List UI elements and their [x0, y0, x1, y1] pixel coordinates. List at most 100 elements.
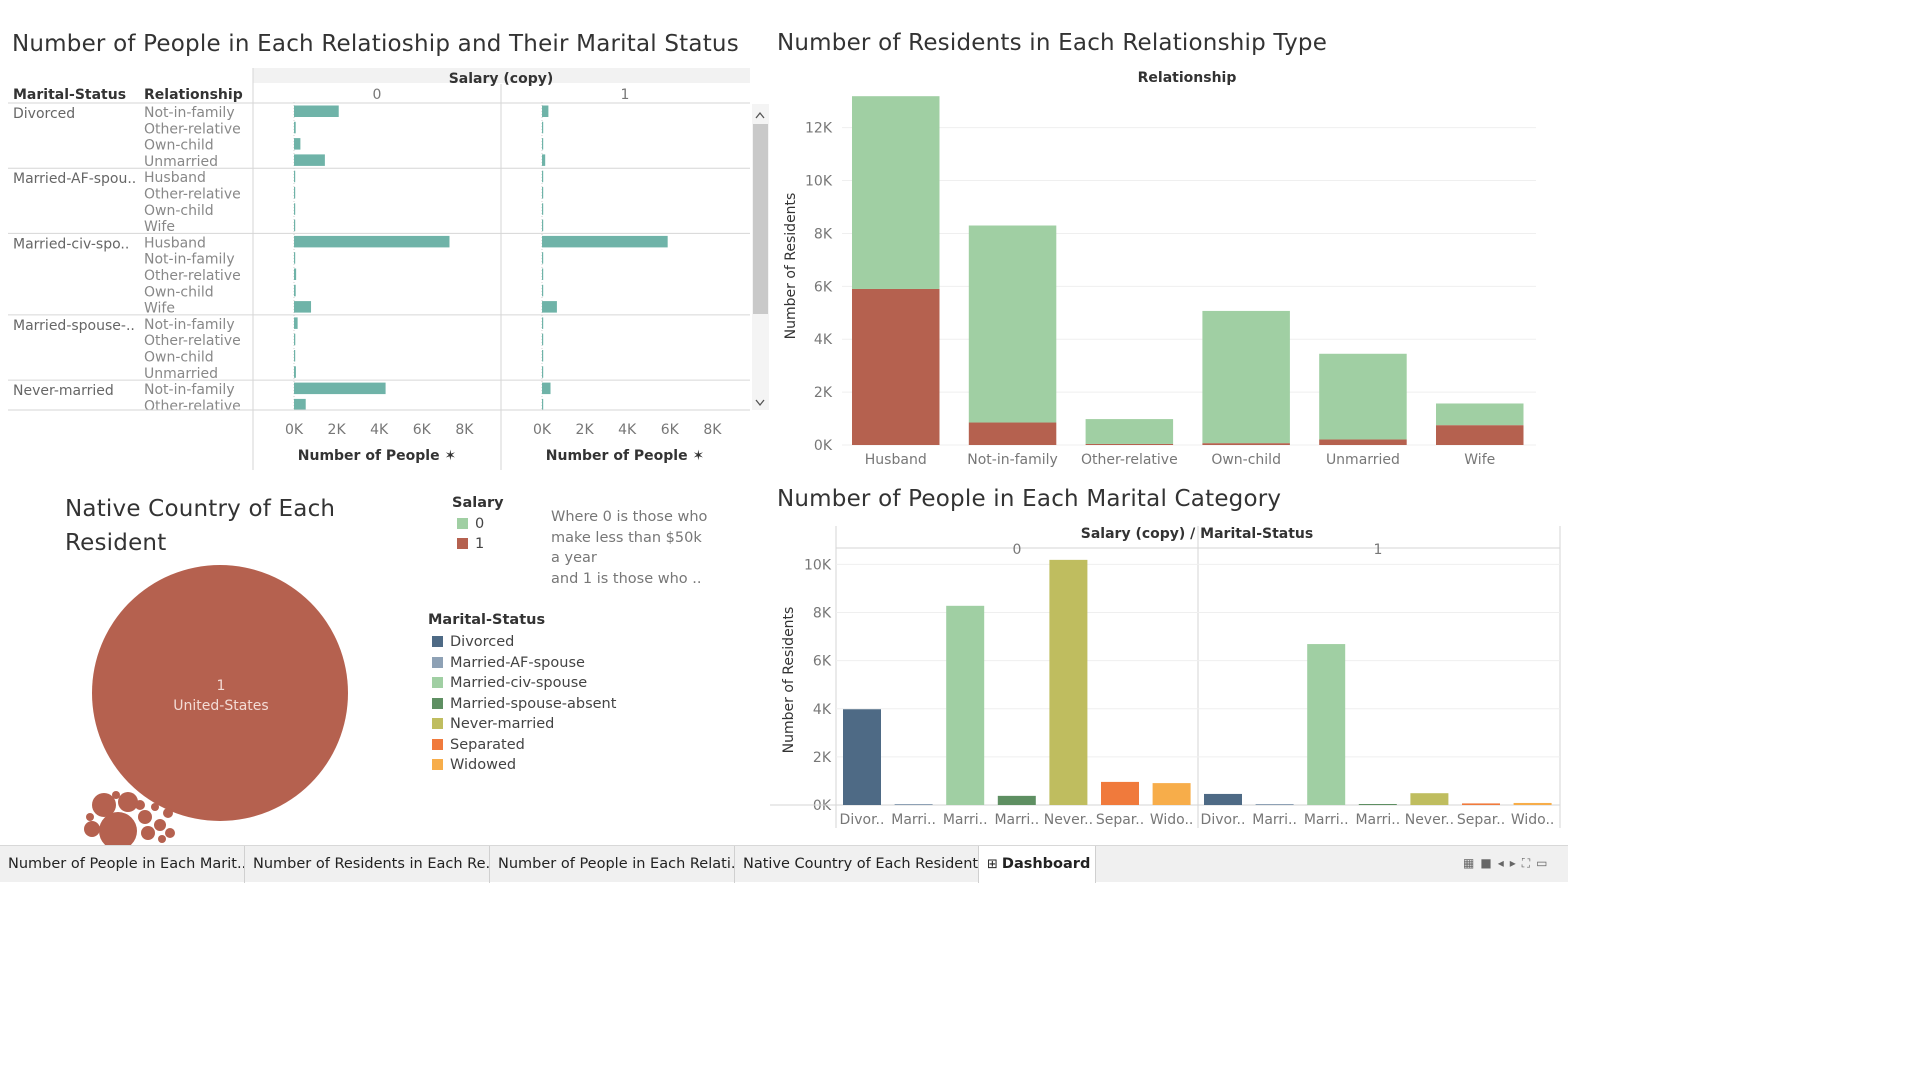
salary-legend-item-0[interactable]: 0 [457, 516, 484, 532]
bar[interactable] [294, 350, 296, 362]
bar[interactable] [294, 284, 296, 297]
small-bubble[interactable] [92, 793, 116, 817]
bar[interactable] [294, 382, 386, 395]
bar[interactable] [542, 398, 544, 411]
bar[interactable] [542, 235, 668, 248]
bar[interactable] [542, 382, 551, 395]
bar[interactable] [1204, 793, 1242, 805]
tab-relationship-sheet[interactable]: Number of People in Each Relati... [490, 846, 735, 883]
bar[interactable] [542, 268, 544, 281]
bar[interactable] [294, 105, 339, 118]
scroll-down-icon[interactable] [755, 399, 765, 407]
bar[interactable] [542, 219, 544, 232]
present-icon[interactable]: ▭ [1536, 856, 1554, 870]
bar[interactable] [294, 398, 306, 411]
bar[interactable] [294, 333, 296, 346]
small-bubble[interactable] [154, 819, 166, 831]
bar[interactable] [1358, 804, 1397, 805]
filmstrip-icon[interactable]: ■ [1480, 856, 1498, 870]
small-bubble[interactable] [112, 791, 120, 799]
bar[interactable] [1255, 804, 1294, 805]
bar[interactable] [852, 96, 940, 289]
bar[interactable] [968, 225, 1057, 423]
bar[interactable] [1152, 783, 1191, 805]
next-tab-icon[interactable]: ▸ [1509, 856, 1522, 870]
bar[interactable] [1307, 644, 1346, 805]
scroll-up-icon[interactable] [755, 111, 765, 119]
bar[interactable] [997, 795, 1036, 805]
salary-legend-item-1[interactable]: 1 [457, 536, 484, 552]
bar[interactable] [294, 138, 301, 150]
small-bubble[interactable] [151, 803, 159, 811]
bubble-united-states[interactable] [92, 565, 348, 821]
bar[interactable] [843, 709, 881, 805]
bar[interactable] [542, 105, 549, 118]
small-bubble[interactable] [118, 792, 138, 812]
bar[interactable] [1319, 439, 1407, 445]
bar[interactable] [542, 203, 544, 215]
small-bubble[interactable] [86, 813, 94, 821]
bar[interactable] [294, 121, 296, 134]
bar[interactable] [1085, 419, 1174, 444]
small-bubble[interactable] [165, 828, 175, 838]
bar[interactable] [294, 301, 312, 313]
bar[interactable] [542, 317, 544, 329]
bar[interactable] [1436, 403, 1524, 426]
bar[interactable] [1319, 353, 1407, 440]
prev-tab-icon[interactable]: ◂ [1497, 856, 1510, 870]
marital-legend-item[interactable]: Separated [432, 737, 525, 753]
grid-view-icon[interactable]: ▦ [1463, 856, 1481, 870]
tab-dashboard[interactable]: ⊞ Dashboard 1 [979, 846, 1096, 883]
marital-legend-item[interactable]: Widowed [432, 757, 516, 773]
tab-native-country-sheet[interactable]: Native Country of Each Resident [735, 846, 979, 883]
small-bubble[interactable] [163, 808, 173, 818]
bar[interactable] [542, 121, 544, 134]
bar[interactable] [946, 605, 985, 805]
bar[interactable] [294, 219, 296, 232]
bar[interactable] [1101, 781, 1139, 805]
bar[interactable] [294, 366, 296, 378]
bar[interactable] [542, 252, 544, 264]
marital-legend-item[interactable]: Married-spouse-absent [432, 696, 616, 712]
bar[interactable] [294, 235, 450, 248]
bar[interactable] [294, 170, 296, 183]
bar[interactable] [542, 301, 557, 313]
bar[interactable] [542, 154, 546, 166]
bar[interactable] [294, 317, 298, 329]
scrollbar-thumb[interactable] [753, 124, 768, 314]
bar[interactable] [1202, 310, 1290, 444]
bar[interactable] [1202, 443, 1290, 445]
bar[interactable] [1049, 559, 1088, 805]
bar[interactable] [542, 284, 544, 297]
small-bubble[interactable] [141, 826, 155, 840]
tab-residents-sheet[interactable]: Number of Residents in Each Re... [245, 846, 490, 883]
bar[interactable] [968, 422, 1057, 445]
bar[interactable] [1410, 793, 1449, 805]
small-bubble[interactable] [84, 821, 100, 837]
bar[interactable] [1436, 425, 1524, 445]
bar[interactable] [542, 170, 544, 183]
bar[interactable] [1513, 802, 1552, 805]
marital-legend-item[interactable]: Married-AF-spouse [432, 655, 585, 671]
small-bubble[interactable] [158, 835, 166, 843]
marital-legend-item[interactable]: Never-married [432, 716, 554, 732]
bar[interactable] [542, 138, 544, 150]
small-bubble[interactable] [138, 810, 152, 824]
bar[interactable] [294, 268, 297, 281]
bar[interactable] [294, 252, 296, 264]
bar[interactable] [294, 203, 296, 215]
tab-marital-sheet[interactable]: Number of People in Each Marit... [0, 846, 245, 883]
bar[interactable] [294, 187, 296, 199]
bar[interactable] [294, 154, 325, 166]
marital-legend-item[interactable]: Divorced [432, 634, 514, 650]
bar[interactable] [1462, 803, 1500, 805]
small-bubble[interactable] [99, 812, 137, 845]
bar[interactable] [542, 366, 544, 378]
bar[interactable] [1085, 443, 1174, 445]
marital-legend-item[interactable]: Married-civ-spouse [432, 675, 587, 691]
bar[interactable] [542, 333, 544, 346]
small-bubble[interactable] [135, 800, 145, 810]
bar[interactable] [894, 804, 933, 805]
fullscreen-icon[interactable]: ⛶ [1521, 856, 1537, 870]
bar[interactable] [852, 288, 940, 445]
